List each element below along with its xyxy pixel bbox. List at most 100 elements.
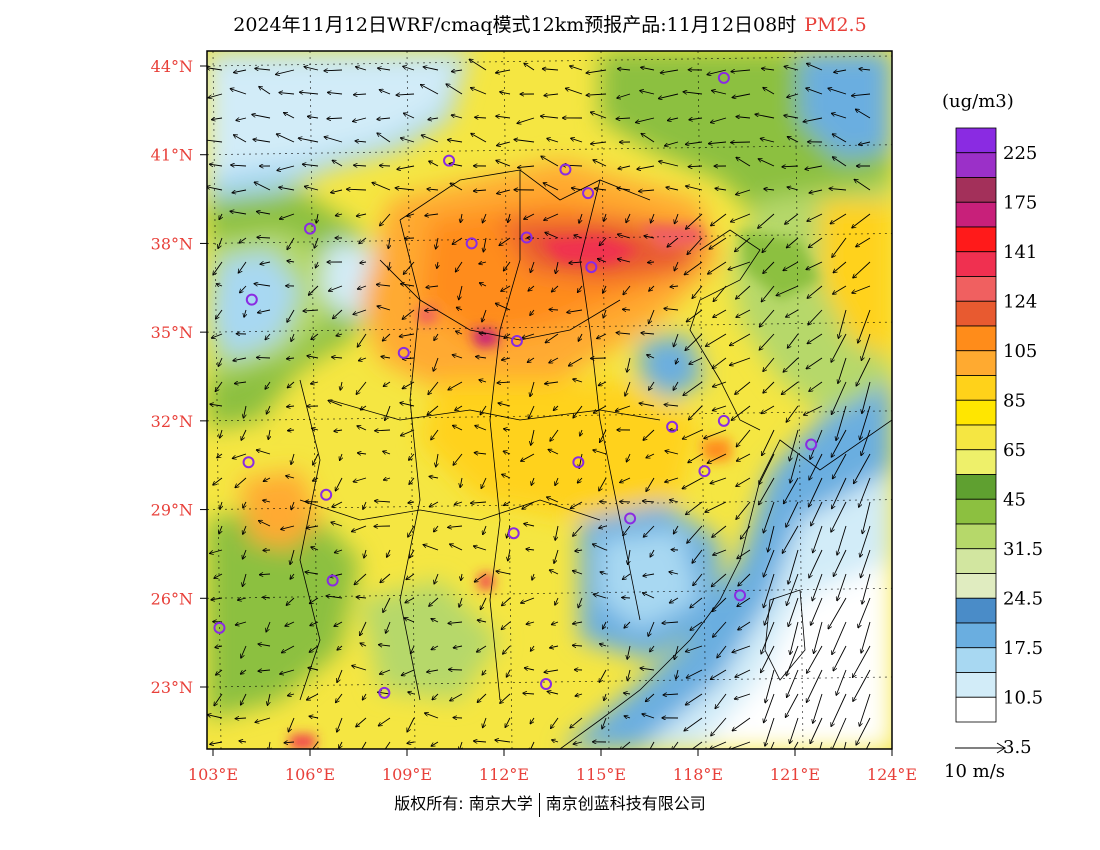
wind-arrow [761, 621, 775, 654]
wind-arrow [287, 309, 295, 322]
wind-arrow [347, 189, 367, 190]
wind-arrow [364, 549, 366, 558]
wind-arrow [763, 549, 775, 577]
colorbar-label: 45 [1003, 489, 1026, 510]
wind-arrow [814, 621, 823, 653]
wind-arrow [673, 381, 679, 390]
wind-arrow [459, 597, 463, 607]
wind-arrow [423, 67, 439, 71]
wind-arrow [688, 166, 703, 167]
wind-arrow [243, 501, 246, 508]
wind-arrow [431, 645, 439, 650]
wind-arrow [790, 453, 799, 483]
wind-arrow [623, 285, 631, 294]
wind-arrow [284, 742, 295, 743]
wind-arrow [637, 165, 655, 169]
wind-arrow [324, 137, 343, 143]
wind-arrow [861, 333, 871, 360]
wind-arrow [731, 213, 751, 222]
station-marker [245, 293, 258, 306]
wind-arrow [235, 621, 247, 625]
wind-arrow [453, 453, 463, 465]
wind-arrow [483, 237, 487, 252]
wind-arrow [404, 113, 415, 119]
wind-arrow [643, 574, 655, 576]
wind-arrow [843, 741, 847, 749]
wind-arrow [409, 477, 415, 484]
wind-arrow [254, 284, 271, 287]
wind-arrow [411, 645, 415, 653]
wind-arrow [688, 453, 703, 463]
wind-arrow [865, 741, 871, 749]
wind-arrow [303, 310, 319, 311]
wind-arrow [728, 261, 751, 270]
wind-arrow [286, 476, 295, 478]
wind-arrow [644, 236, 655, 238]
colorbar-swatch [955, 350, 997, 376]
wind-arrow [708, 261, 727, 274]
colorbar-swatch [955, 672, 997, 698]
wind-arrow [436, 237, 438, 249]
wind-arrow [311, 547, 319, 550]
wind-arrow [785, 213, 799, 224]
wind-arrow [594, 594, 607, 599]
wind-arrow [664, 405, 679, 406]
wind-arrow [496, 571, 511, 575]
wind-arrow [693, 573, 703, 585]
wind-arrow [352, 525, 367, 532]
wind-arrow [378, 68, 391, 70]
wind-arrow [526, 622, 535, 624]
wind-arrow [426, 286, 439, 287]
wind-arrow [425, 310, 439, 311]
wind-arrow [503, 645, 511, 654]
wind-arrow [291, 501, 294, 510]
colorbar-swatch [955, 276, 997, 302]
wind-arrow [216, 309, 223, 319]
wind-arrow [624, 621, 631, 628]
wind-arrow [287, 261, 295, 262]
wind-arrow [737, 453, 751, 461]
wind-arrow [239, 741, 247, 742]
wind-arrow [784, 115, 799, 119]
wind-arrow [400, 403, 415, 407]
wind-arrow [787, 573, 799, 605]
wind-arrow [833, 157, 847, 167]
wind-legend: 10 m/s [944, 742, 1006, 782]
wind-arrow [782, 381, 799, 394]
wind-arrow [496, 69, 511, 73]
wind-arrow [437, 261, 438, 268]
wind-arrow [813, 693, 823, 723]
wind-arrow [403, 358, 415, 359]
wind-arrow [763, 381, 775, 393]
wind-arrow [218, 357, 223, 366]
wind-arrow [384, 381, 391, 386]
wind-arrow [316, 213, 318, 223]
wind-arrow [732, 405, 751, 420]
station-marker [443, 154, 456, 167]
wind-arrow [474, 741, 487, 742]
wind-arrow [429, 476, 439, 478]
wind-arrow [617, 188, 631, 190]
wind-arrow [354, 94, 367, 95]
wind-arrow [762, 68, 775, 70]
wind-arrow [570, 717, 583, 728]
wind-legend-arrowhead [996, 742, 1006, 754]
wind-arrow [852, 94, 871, 96]
wind-arrow [402, 381, 415, 389]
wind-arrow [784, 477, 799, 504]
wind-arrow [436, 453, 438, 467]
wind-arrow [504, 261, 511, 271]
wind-arrow [331, 189, 343, 193]
wind-arrow [407, 742, 415, 743]
wind-arrow [236, 118, 247, 120]
wind-arrow [616, 405, 631, 411]
wind-arrow [469, 59, 487, 71]
wind-arrow [690, 597, 703, 608]
wind-arrow [859, 141, 871, 145]
wind-arrow [337, 717, 343, 732]
wind-arrow [502, 358, 511, 360]
station-marker [559, 163, 572, 176]
wind-arrow [308, 116, 319, 118]
wind-arrow [544, 213, 559, 220]
wind-arrow [431, 741, 439, 746]
